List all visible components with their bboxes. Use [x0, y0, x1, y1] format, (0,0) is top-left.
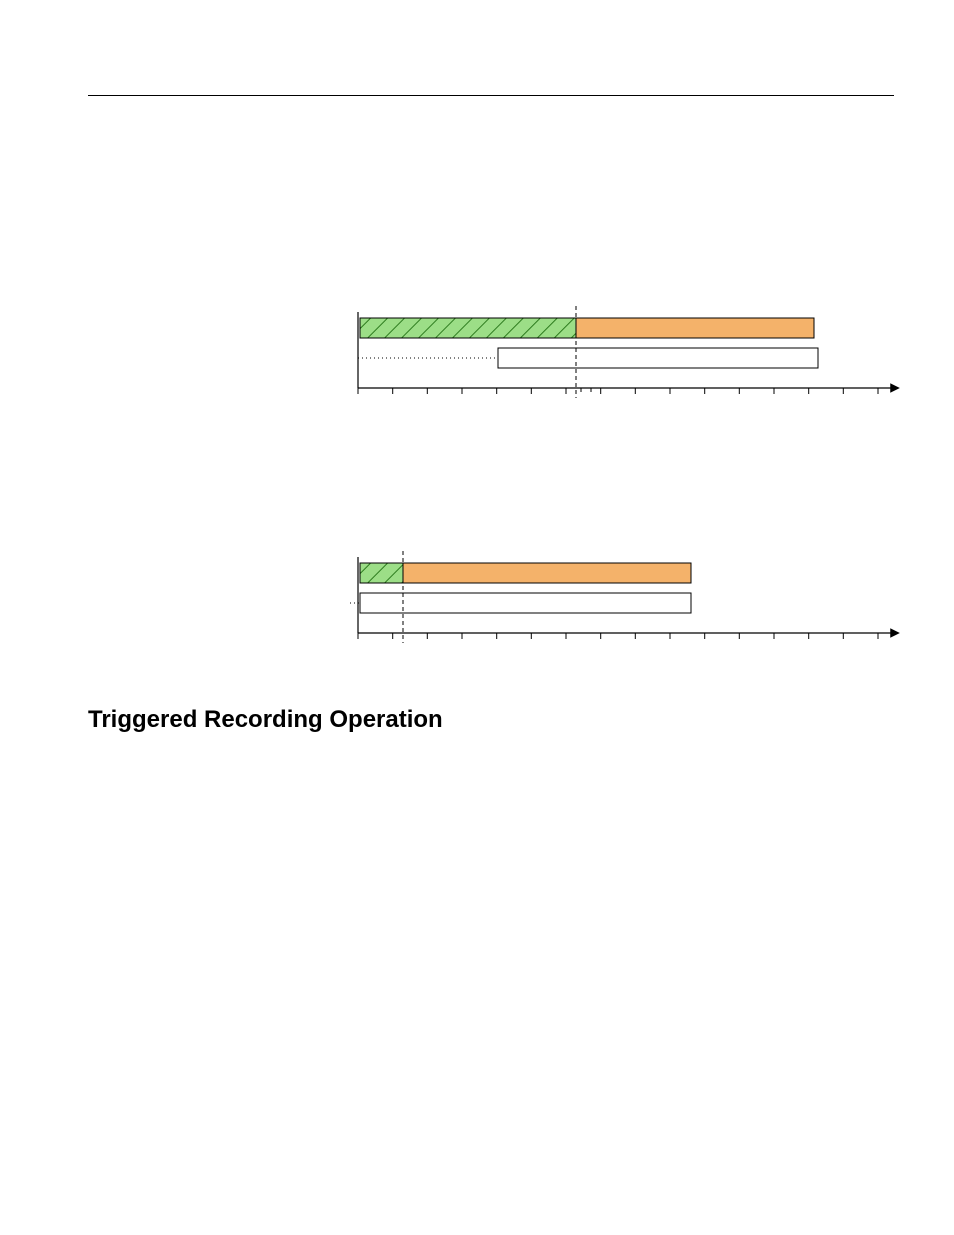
top-rule: [88, 95, 894, 96]
timing-diagram-bottom: [348, 551, 908, 661]
chart-bottom-wrap: [348, 551, 894, 666]
timing-diagram-top: [348, 306, 908, 416]
page: Triggered Recording Operation: [0, 0, 954, 1235]
section-title: Triggered Recording Operation: [88, 706, 894, 734]
chart-top-wrap: [348, 306, 894, 421]
